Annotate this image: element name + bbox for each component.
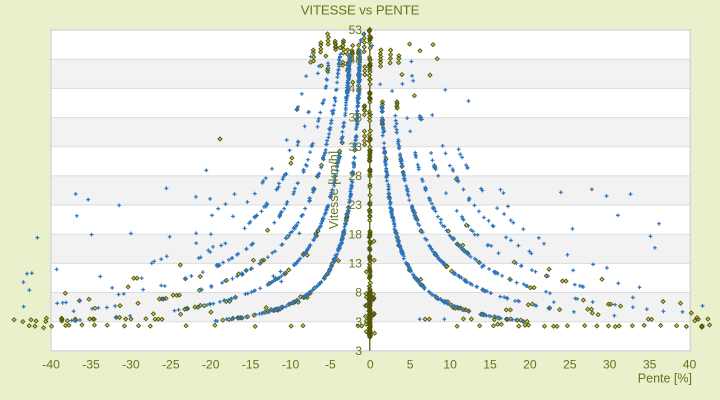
svg-text:40: 40 — [683, 358, 697, 372]
svg-text:53: 53 — [348, 23, 362, 37]
svg-text:30: 30 — [603, 358, 617, 372]
svg-text:-35: -35 — [82, 358, 100, 372]
svg-text:-30: -30 — [122, 358, 140, 372]
svg-text:15: 15 — [483, 358, 497, 372]
svg-text:25: 25 — [563, 358, 577, 372]
svg-text:20: 20 — [523, 358, 537, 372]
svg-text:Pente [%]: Pente [%] — [638, 372, 692, 386]
svg-text:48: 48 — [348, 52, 362, 66]
svg-text:-25: -25 — [162, 358, 180, 372]
svg-text:23: 23 — [348, 198, 362, 212]
svg-text:Vitesse [km/h]: Vitesse [km/h] — [327, 151, 341, 229]
svg-text:-10: -10 — [282, 358, 300, 372]
svg-text:-5: -5 — [325, 358, 336, 372]
svg-text:35: 35 — [643, 358, 657, 372]
svg-text:10: 10 — [443, 358, 457, 372]
svg-text:18: 18 — [348, 227, 362, 241]
svg-text:33: 33 — [348, 140, 362, 154]
svg-text:5: 5 — [407, 358, 414, 372]
svg-text:13: 13 — [348, 257, 362, 271]
svg-text:VITESSE vs PENTE: VITESSE vs PENTE — [301, 3, 420, 18]
svg-text:-15: -15 — [242, 358, 260, 372]
svg-text:28: 28 — [348, 169, 362, 183]
svg-text:43: 43 — [348, 82, 362, 96]
svg-text:-20: -20 — [202, 358, 220, 372]
svg-text:0: 0 — [367, 358, 374, 372]
svg-text:3: 3 — [355, 344, 362, 358]
svg-text:8: 8 — [355, 286, 362, 300]
svg-text:-40: -40 — [42, 358, 60, 372]
svg-text:3: 3 — [355, 315, 362, 329]
svg-text:38: 38 — [348, 111, 362, 125]
